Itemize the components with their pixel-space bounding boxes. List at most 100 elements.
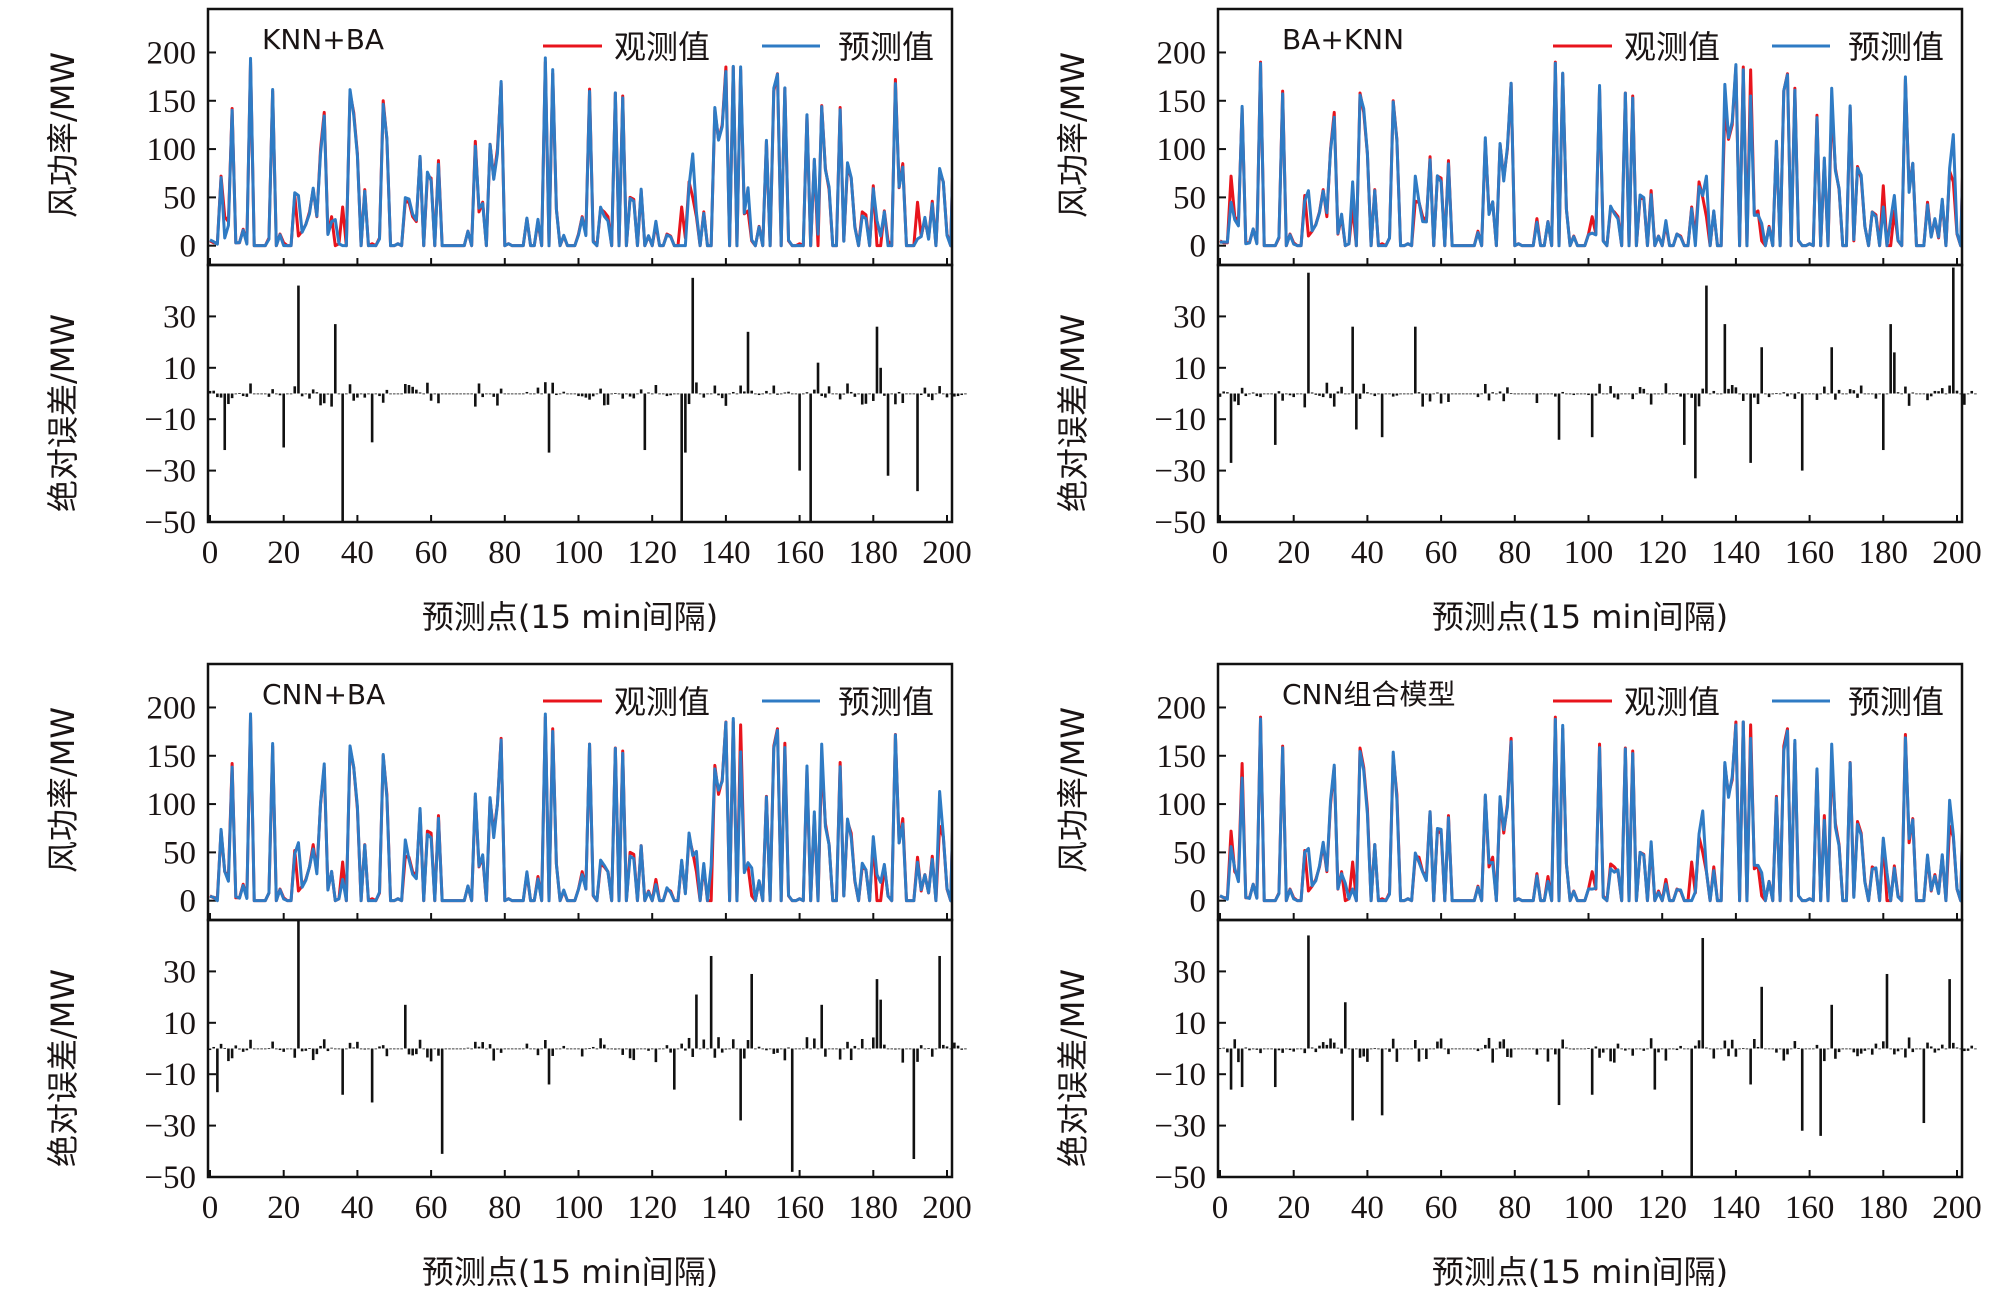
error-bar bbox=[1794, 1041, 1797, 1048]
error-bar bbox=[1775, 1049, 1778, 1053]
predicted-series-line bbox=[210, 58, 965, 246]
x-tick-label: 0 bbox=[202, 1190, 219, 1226]
error-bar bbox=[363, 394, 366, 398]
error-bar bbox=[599, 389, 602, 394]
error-bar bbox=[537, 1049, 540, 1056]
error-bar bbox=[725, 394, 728, 406]
x-tick-label: 120 bbox=[627, 1190, 677, 1226]
error-bar bbox=[1550, 394, 1553, 395]
error-bar bbox=[691, 1049, 694, 1057]
error-bar bbox=[422, 1049, 425, 1050]
error-bar bbox=[282, 1049, 285, 1052]
error-bar bbox=[1547, 394, 1550, 395]
error-bar bbox=[1259, 1049, 1262, 1054]
error-bar bbox=[655, 1049, 658, 1063]
x-tick-label: 60 bbox=[415, 1190, 448, 1226]
error-bar bbox=[1841, 1049, 1844, 1050]
error-bar bbox=[312, 1049, 315, 1061]
error-bar bbox=[828, 386, 831, 393]
error-bar bbox=[1565, 394, 1568, 395]
error-bar bbox=[496, 1049, 499, 1050]
error-bar bbox=[1694, 1046, 1697, 1049]
x-tick-label: 20 bbox=[1277, 1190, 1310, 1226]
error-bar bbox=[408, 1049, 411, 1055]
error-bar bbox=[1919, 394, 1922, 395]
error-bar bbox=[938, 386, 941, 393]
error-bar bbox=[1292, 1049, 1295, 1052]
error-tick-label: 30 bbox=[163, 954, 196, 990]
error-bar bbox=[1941, 388, 1944, 393]
error-bar bbox=[386, 390, 389, 394]
error-bar bbox=[861, 1039, 864, 1049]
error-bar bbox=[1690, 1049, 1693, 1178]
error-bar bbox=[629, 394, 632, 397]
error-bar bbox=[957, 1046, 960, 1049]
error-tick-label: −50 bbox=[144, 505, 196, 541]
error-bar bbox=[1499, 1042, 1502, 1049]
error-bar bbox=[1392, 394, 1395, 397]
error-bar bbox=[1561, 1040, 1564, 1049]
error-bar bbox=[1252, 1049, 1255, 1050]
legend-observed-label: 观测值 bbox=[614, 28, 710, 66]
error-bar bbox=[920, 394, 923, 396]
error-bar bbox=[507, 1049, 510, 1050]
error-bar bbox=[1945, 1049, 1948, 1050]
x-tick-label: 100 bbox=[554, 535, 604, 571]
error-bar bbox=[1683, 1049, 1686, 1050]
error-bar bbox=[1609, 1049, 1612, 1062]
error-bar bbox=[485, 394, 488, 395]
error-bar bbox=[1827, 394, 1830, 395]
error-bar bbox=[1451, 1049, 1454, 1050]
error-bar bbox=[507, 394, 510, 395]
error-bar bbox=[1934, 391, 1937, 394]
error-bar bbox=[769, 394, 772, 395]
error-bar bbox=[1967, 394, 1970, 395]
error-bar bbox=[540, 1049, 543, 1050]
power-tick-label: 50 bbox=[1173, 835, 1206, 871]
error-bar bbox=[817, 1049, 820, 1050]
error-bar bbox=[901, 1049, 904, 1063]
error-bar bbox=[960, 1049, 963, 1050]
error-bar bbox=[1923, 394, 1926, 395]
error-bar bbox=[1937, 1049, 1940, 1051]
error-bar bbox=[710, 394, 713, 395]
error-bar bbox=[566, 1049, 569, 1050]
error-bar bbox=[238, 393, 241, 394]
error-bar bbox=[437, 1049, 440, 1056]
power-tick-label: 200 bbox=[147, 35, 197, 71]
error-bar bbox=[743, 1049, 746, 1059]
error-bar bbox=[1819, 1049, 1822, 1136]
error-bar bbox=[1930, 394, 1933, 397]
error-bar bbox=[964, 394, 967, 395]
error-bar bbox=[1853, 390, 1856, 393]
power-plot-area bbox=[210, 58, 966, 246]
error-bar bbox=[1591, 394, 1594, 438]
error-bar bbox=[688, 1038, 691, 1049]
x-tick-label: 120 bbox=[1637, 535, 1687, 571]
error-bar bbox=[1720, 394, 1723, 395]
error-bar bbox=[1963, 1049, 1966, 1052]
legend-observed-label: 观测值 bbox=[1624, 683, 1720, 721]
error-bar bbox=[1263, 1049, 1266, 1050]
error-bar bbox=[747, 1040, 750, 1048]
error-bar bbox=[1373, 1048, 1376, 1049]
error-bar bbox=[1738, 1049, 1741, 1050]
error-bar bbox=[515, 394, 518, 395]
error-bar bbox=[1584, 394, 1587, 395]
error-tick-label: −10 bbox=[144, 402, 196, 438]
error-bar bbox=[1333, 394, 1336, 407]
error-bar bbox=[736, 394, 739, 395]
error-bar bbox=[1716, 394, 1719, 395]
error-bar bbox=[400, 394, 403, 395]
error-bar bbox=[1668, 394, 1671, 395]
error-bar bbox=[1948, 979, 1951, 1048]
error-bar bbox=[1764, 1049, 1767, 1050]
error-bar bbox=[1539, 394, 1542, 395]
legend-predicted-label: 预测值 bbox=[1848, 28, 1944, 66]
error-bar bbox=[596, 1049, 599, 1050]
error-bar bbox=[890, 394, 893, 395]
error-bar bbox=[1248, 1049, 1251, 1051]
error-bar bbox=[316, 392, 319, 393]
error-bar bbox=[850, 392, 853, 394]
error-bar bbox=[1532, 1049, 1535, 1050]
